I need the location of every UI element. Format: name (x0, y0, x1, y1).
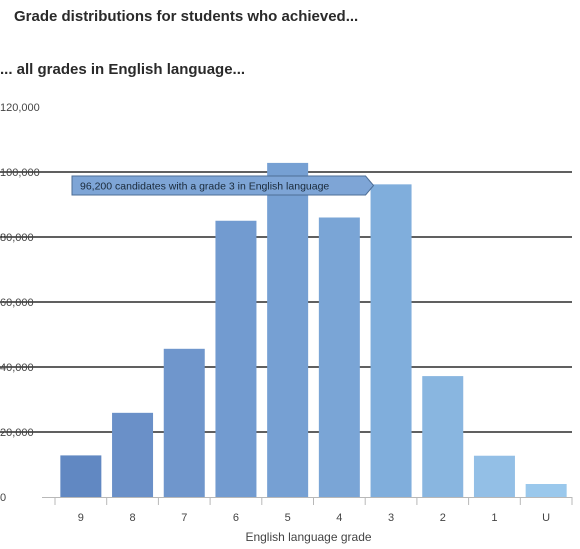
bar-1[interactable] (473, 455, 515, 497)
x-tick-label: 3 (388, 512, 394, 524)
bar-6[interactable] (215, 220, 257, 497)
y-tick-label: 40,000 (0, 362, 34, 374)
bar-4[interactable] (318, 217, 360, 498)
tooltip-box (71, 175, 375, 196)
x-axis-title: English language grade (245, 530, 371, 544)
x-axis (42, 497, 573, 505)
tooltip-text: 96,200 candidates with a grade 3 in Engl… (80, 181, 329, 193)
y-tick-label: 100,000 (0, 167, 40, 179)
x-tick-label: 1 (491, 512, 497, 524)
x-tick-label: 7 (181, 512, 187, 524)
bar-8[interactable] (112, 412, 154, 497)
x-tick-label: 9 (78, 512, 84, 524)
x-tick-label: U (542, 512, 550, 524)
y-tick-label: 20,000 (0, 427, 34, 439)
x-tick-label: 6 (233, 512, 239, 524)
y-tick-label: 80,000 (0, 232, 34, 244)
y-tick-label: 60,000 (0, 297, 34, 309)
chart-subheading: ... all grades in English language... (0, 61, 246, 78)
x-tick-label: 5 (285, 512, 291, 524)
x-tick-label: 2 (440, 512, 446, 524)
x-tick-label: 4 (336, 512, 342, 524)
bar-3[interactable] (370, 184, 412, 497)
tooltip: 96,200 candidates with a grade 3 in Engl… (71, 175, 375, 196)
y-tick-label: 0 (0, 492, 6, 504)
bar-9[interactable] (60, 455, 102, 497)
x-tick-label: 8 (129, 512, 135, 524)
chart-heading: Grade distributions for students who ach… (14, 8, 359, 25)
bar-U[interactable] (525, 484, 567, 497)
bar-7[interactable] (163, 348, 205, 497)
y-axis-tick-labels: 0 20,000 40,000 60,000 80,000 100,000 120,000 (0, 102, 40, 504)
bars (60, 162, 567, 498)
bar-2[interactable] (422, 376, 464, 497)
y-tick-label: 120,000 (0, 102, 40, 114)
x-axis-tick-labels: 9 8 7 6 5 4 3 2 1 U (78, 512, 550, 524)
bar-5[interactable] (267, 162, 309, 497)
